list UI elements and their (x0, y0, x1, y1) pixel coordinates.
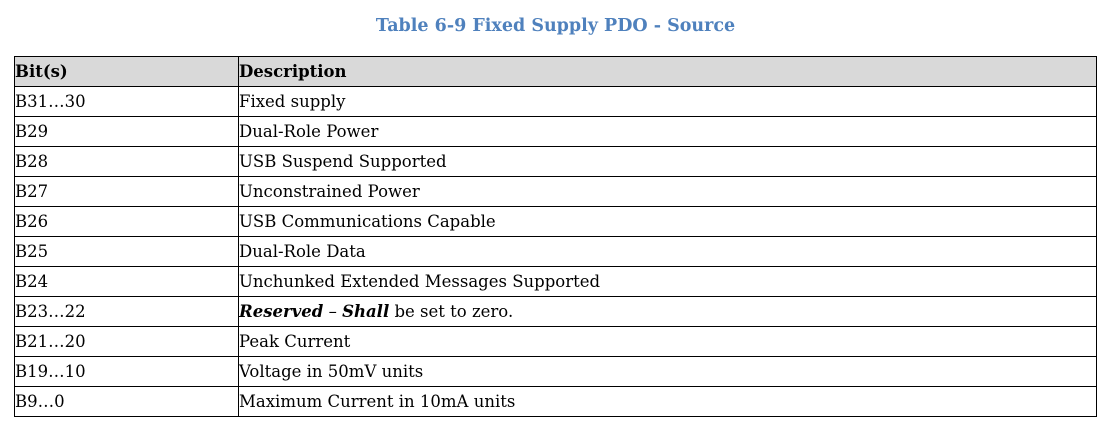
table-row: B24 Unchunked Extended Messages Supporte… (14, 266, 1097, 297)
table-row: B19…10 Voltage in 50mV units (14, 356, 1097, 387)
table-row: B23…22 Reserved – Shall be set to zero. (14, 296, 1097, 327)
bits-cell: B9…0 (14, 386, 239, 417)
bits-cell: B28 (14, 146, 239, 177)
column-header-bits: Bit(s) (14, 56, 239, 87)
description-cell: Reserved – Shall be set to zero. (238, 296, 1097, 327)
bits-cell: B26 (14, 206, 239, 237)
bits-cell: B23…22 (14, 296, 239, 327)
bits-cell: B31…30 (14, 86, 239, 117)
bits-cell: B27 (14, 176, 239, 207)
description-cell: Peak Current (238, 326, 1097, 357)
table-row: B28 USB Suspend Supported (14, 146, 1097, 177)
bits-cell: B25 (14, 236, 239, 267)
table-row: B31…30 Fixed supply (14, 86, 1097, 117)
table-row: B27 Unconstrained Power (14, 176, 1097, 207)
bits-cell: B19…10 (14, 356, 239, 387)
table-caption: Table 6-9 Fixed Supply PDO - Source (375, 16, 736, 36)
description-cell: Voltage in 50mV units (238, 356, 1097, 387)
table-header-row: Bit(s) Description (14, 56, 1097, 87)
bits-cell: B29 (14, 116, 239, 147)
shall-term: Shall (342, 302, 390, 321)
description-cell: Unconstrained Power (238, 176, 1097, 207)
bits-cell: B24 (14, 266, 239, 297)
description-cell: Dual-Role Power (238, 116, 1097, 147)
table-row: B25 Dual-Role Data (14, 236, 1097, 267)
description-cell: USB Suspend Supported (238, 146, 1097, 177)
description-cell: Maximum Current in 10mA units (238, 386, 1097, 417)
bits-cell: B21…20 (14, 326, 239, 357)
description-cell: Fixed supply (238, 86, 1097, 117)
description-cell: Unchunked Extended Messages Supported (238, 266, 1097, 297)
table-row: B29 Dual-Role Power (14, 116, 1097, 147)
table-row: B21…20 Peak Current (14, 326, 1097, 357)
description-rest: be set to zero. (389, 302, 514, 321)
column-header-description: Description (238, 56, 1097, 87)
table-row: B26 USB Communications Capable (14, 206, 1097, 237)
separator-dash: – (323, 302, 343, 321)
description-cell: USB Communications Capable (238, 206, 1097, 237)
description-cell: Dual-Role Data (238, 236, 1097, 267)
table-row: B9…0 Maximum Current in 10mA units (14, 386, 1097, 417)
fixed-supply-pdo-table: Bit(s) Description B31…30 Fixed supply B… (14, 56, 1097, 417)
reserved-term: Reserved (239, 302, 324, 321)
